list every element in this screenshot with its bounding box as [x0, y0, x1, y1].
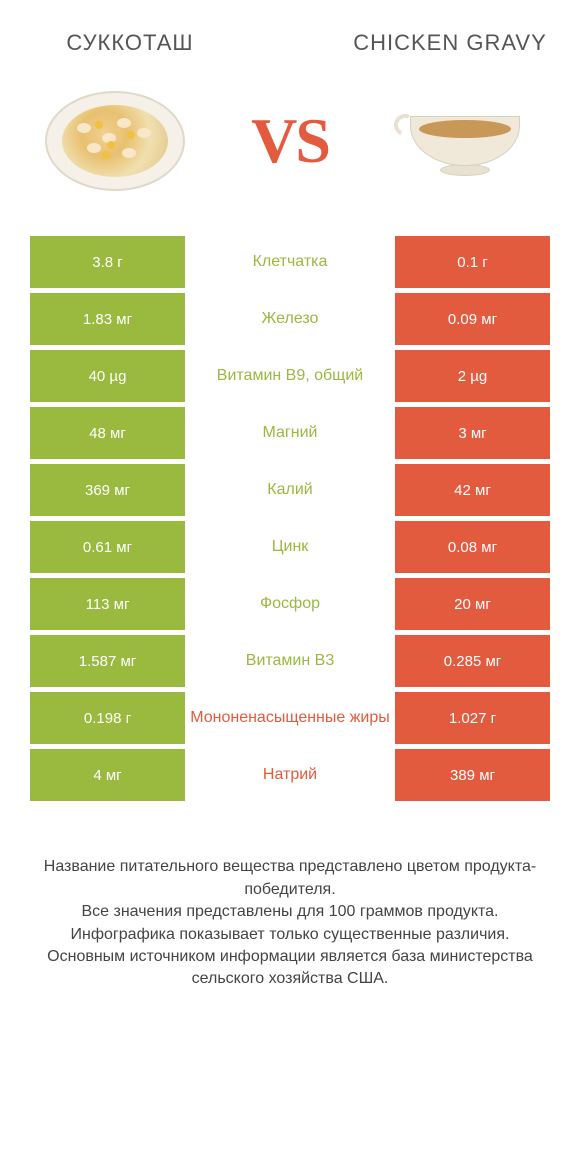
table-row: 1.83 мгЖелезо0.09 мг [30, 293, 550, 345]
table-row: 113 мгФосфор20 мг [30, 578, 550, 630]
value-left: 40 µg [30, 350, 185, 402]
nutrient-label: Цинк [185, 521, 395, 573]
title-left: СУККОТАШ [30, 30, 230, 56]
value-left: 48 мг [30, 407, 185, 459]
nutrient-label: Мононенасыщенные жиры [185, 692, 395, 744]
table-row: 0.198 гМононенасыщенные жиры1.027 г [30, 692, 550, 744]
value-right: 0.09 мг [395, 293, 550, 345]
value-left: 3.8 г [30, 236, 185, 288]
value-right: 3 мг [395, 407, 550, 459]
nutrient-label: Фосфор [185, 578, 395, 630]
value-right: 0.285 мг [395, 635, 550, 687]
nutrient-label: Клетчатка [185, 236, 395, 288]
value-left: 113 мг [30, 578, 185, 630]
comparison-table: 3.8 гКлетчатка0.1 г1.83 мгЖелезо0.09 мг4… [0, 236, 580, 801]
header: СУККОТАШ CHICKEN GRAVY [0, 0, 580, 66]
footer-notes: Название питательного вещества представл… [0, 806, 580, 990]
gravy-icon [390, 76, 540, 206]
value-left: 0.61 мг [30, 521, 185, 573]
footer-line: Название питательного вещества представл… [30, 856, 550, 901]
value-right: 20 мг [395, 578, 550, 630]
value-left: 1.587 мг [30, 635, 185, 687]
footer-line: Основным источником информации является … [30, 946, 550, 991]
value-right: 0.08 мг [395, 521, 550, 573]
value-left: 369 мг [30, 464, 185, 516]
nutrient-label: Магний [185, 407, 395, 459]
value-right: 1.027 г [395, 692, 550, 744]
nutrient-label: Железо [185, 293, 395, 345]
table-row: 3.8 гКлетчатка0.1 г [30, 236, 550, 288]
nutrient-label: Витамин B9, общий [185, 350, 395, 402]
table-row: 0.61 мгЦинк0.08 мг [30, 521, 550, 573]
table-row: 4 мгНатрий389 мг [30, 749, 550, 801]
table-row: 40 µgВитамин B9, общий2 µg [30, 350, 550, 402]
value-left: 4 мг [30, 749, 185, 801]
value-right: 2 µg [395, 350, 550, 402]
footer-line: Все значения представлены для 100 граммо… [30, 901, 550, 923]
nutrient-label: Витамин B3 [185, 635, 395, 687]
title-right: CHICKEN GRAVY [350, 30, 550, 56]
nutrient-label: Калий [185, 464, 395, 516]
table-row: 48 мгМагний3 мг [30, 407, 550, 459]
table-row: 1.587 мгВитамин B30.285 мг [30, 635, 550, 687]
illustration-row: VS [0, 66, 580, 236]
value-right: 42 мг [395, 464, 550, 516]
footer-line: Инфографика показывает только существенн… [30, 924, 550, 946]
value-right: 389 мг [395, 749, 550, 801]
succotash-icon [40, 76, 190, 206]
vs-label: VS [251, 104, 329, 178]
value-right: 0.1 г [395, 236, 550, 288]
nutrient-label: Натрий [185, 749, 395, 801]
table-row: 369 мгКалий42 мг [30, 464, 550, 516]
value-left: 0.198 г [30, 692, 185, 744]
value-left: 1.83 мг [30, 293, 185, 345]
